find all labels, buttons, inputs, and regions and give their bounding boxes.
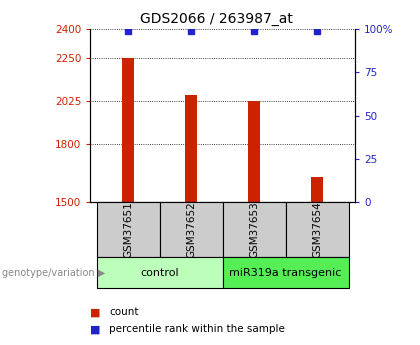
Text: miR319a transgenic: miR319a transgenic (229, 268, 342, 277)
Text: GSM37653: GSM37653 (249, 201, 259, 258)
Text: GSM37654: GSM37654 (312, 201, 322, 258)
Text: ■: ■ (90, 307, 101, 317)
Text: control: control (140, 268, 179, 277)
Bar (123, 58, 134, 202)
Text: count: count (109, 307, 139, 317)
Bar (311, 177, 323, 202)
Text: genotype/variation ▶: genotype/variation ▶ (2, 268, 105, 277)
Text: GSM37652: GSM37652 (186, 201, 196, 258)
Text: ■: ■ (90, 325, 101, 334)
Bar (97, 202, 160, 257)
Bar (160, 202, 223, 257)
Text: GDS2066 / 263987_at: GDS2066 / 263987_at (140, 12, 293, 26)
Bar (97, 257, 223, 288)
Bar (248, 101, 260, 202)
Bar (286, 202, 349, 257)
Bar (223, 202, 286, 257)
Bar (223, 257, 349, 288)
Bar (186, 96, 197, 202)
Text: GSM37651: GSM37651 (123, 201, 133, 258)
Text: percentile rank within the sample: percentile rank within the sample (109, 325, 285, 334)
